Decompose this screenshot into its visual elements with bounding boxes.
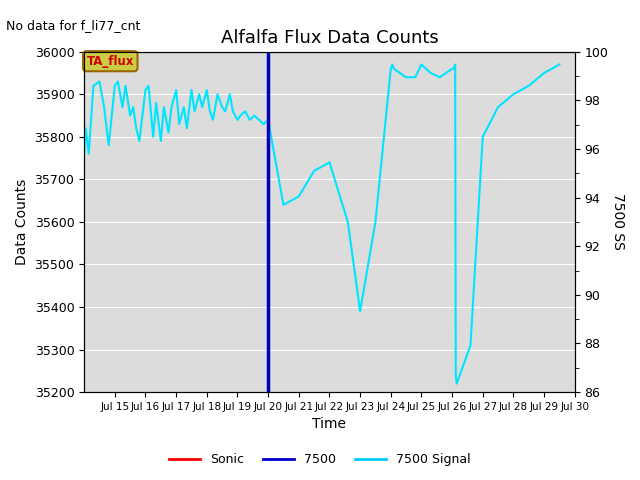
X-axis label: Time: Time <box>312 418 346 432</box>
Legend: Sonic, 7500, 7500 Signal: Sonic, 7500, 7500 Signal <box>164 448 476 471</box>
Y-axis label: Data Counts: Data Counts <box>15 179 29 265</box>
Text: No data for f_li77_cnt: No data for f_li77_cnt <box>6 19 141 32</box>
Y-axis label: 7500 SS: 7500 SS <box>611 193 625 251</box>
Title: Alfalfa Flux Data Counts: Alfalfa Flux Data Counts <box>221 29 438 48</box>
Text: TA_flux: TA_flux <box>86 55 134 68</box>
